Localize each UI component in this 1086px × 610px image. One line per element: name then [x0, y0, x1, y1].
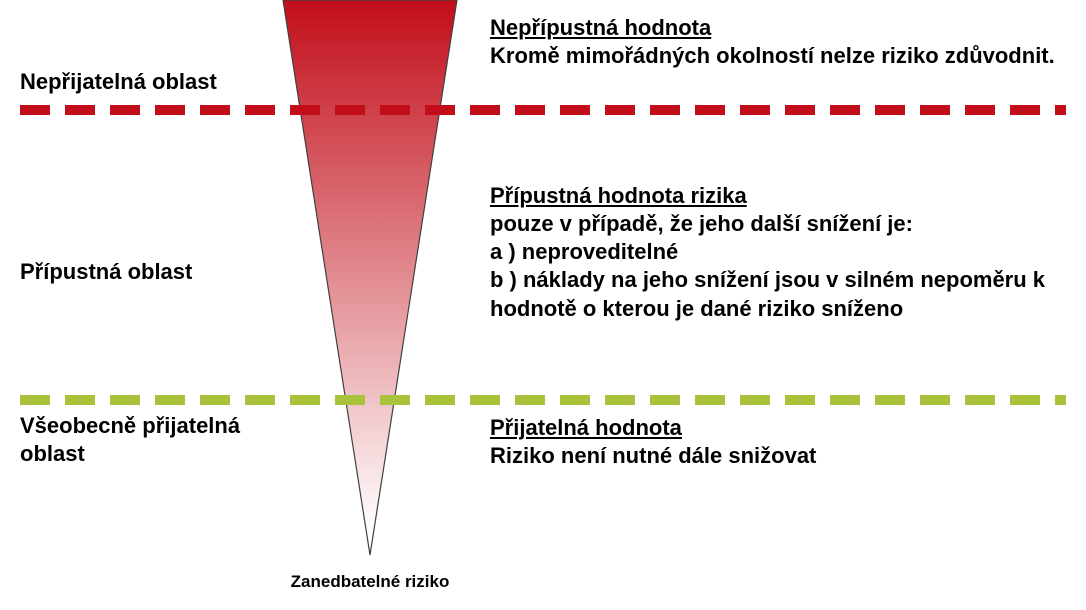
caption-negligible-risk: Zanedbatelné riziko: [220, 572, 520, 592]
region-label-tolerable: Přípustná oblast: [20, 258, 280, 286]
description-acceptable-heading: Přijatelná hodnota: [490, 414, 1060, 442]
description-acceptable: Přijatelná hodnota Riziko není nutné dál…: [490, 414, 1060, 470]
description-unacceptable: Nepřípustná hodnota Kromě mimořádných ok…: [490, 14, 1060, 70]
risk-triangle-diagram: Nepřijatelná oblast Přípustná oblast Vše…: [0, 0, 1086, 610]
region-label-acceptable: Všeobecně přijatelná oblast: [20, 412, 280, 467]
description-tolerable: Přípustná hodnota rizika pouze v případě…: [490, 182, 1060, 323]
description-tolerable-body: pouze v případě, že jeho další snížení j…: [490, 210, 1060, 323]
region-label-unacceptable: Nepřijatelná oblast: [20, 68, 280, 96]
description-unacceptable-body: Kromě mimořádných okolností nelze riziko…: [490, 42, 1060, 70]
description-unacceptable-heading: Nepřípustná hodnota: [490, 14, 1060, 42]
divider-upper: [20, 105, 1066, 115]
description-tolerable-heading: Přípustná hodnota rizika: [490, 182, 1060, 210]
divider-lower: [20, 395, 1066, 405]
description-acceptable-body: Riziko není nutné dále snižovat: [490, 442, 1060, 470]
